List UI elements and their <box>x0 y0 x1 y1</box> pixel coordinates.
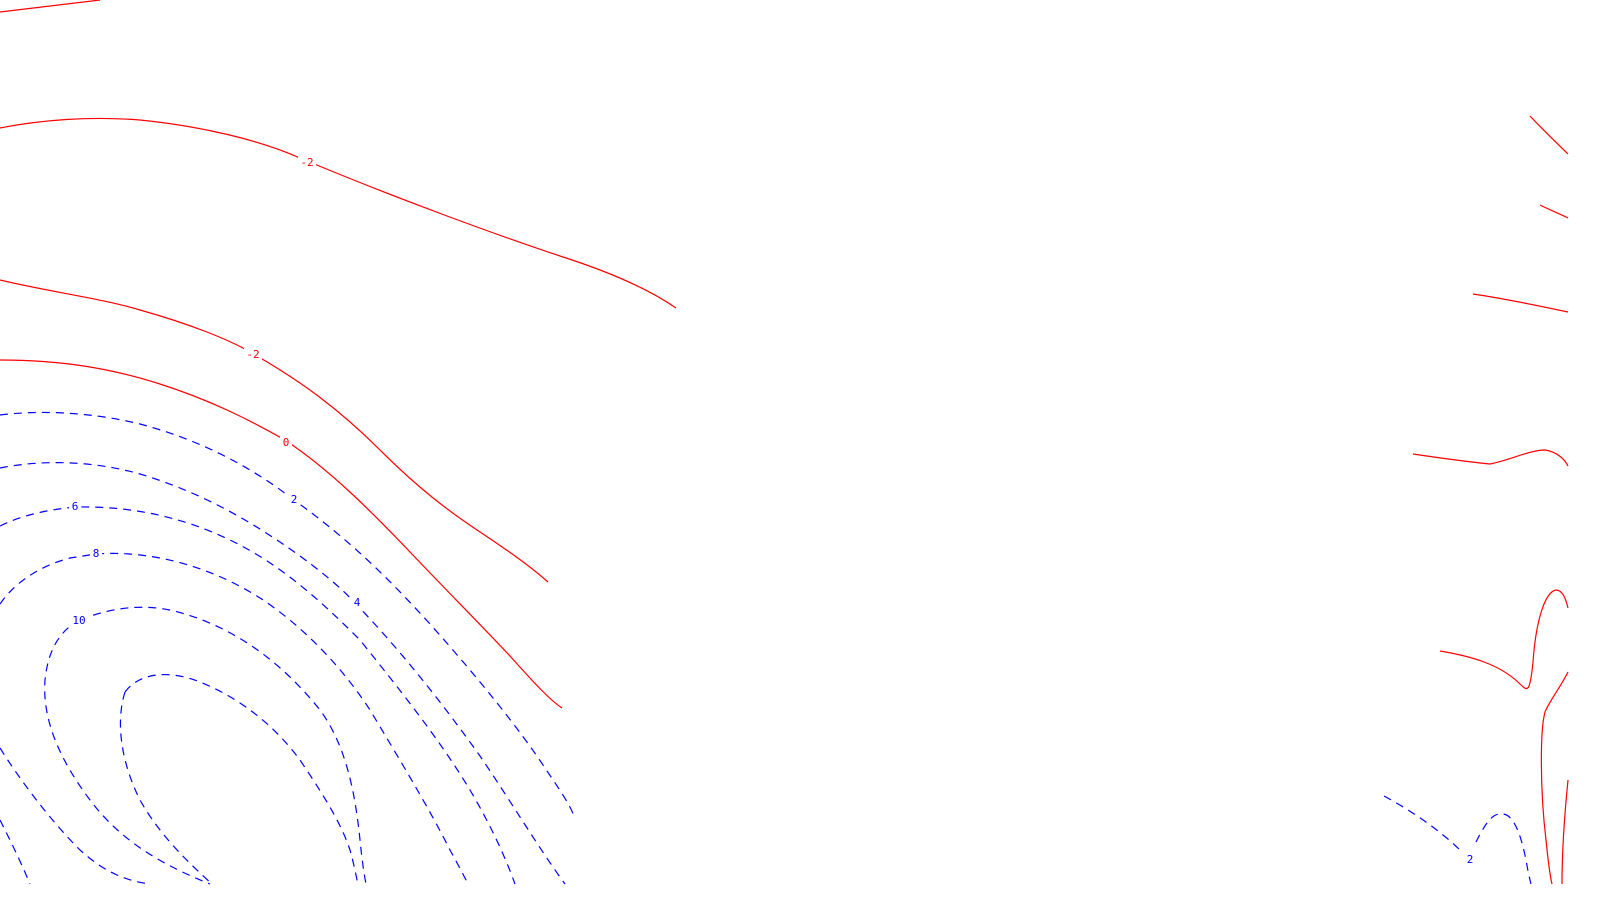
contour-line-right-zero <box>1412 449 1569 467</box>
contour-line-right-spike <box>1439 589 1569 885</box>
contour-line-pos-12 <box>119 673 359 885</box>
contour-line-pos-edge-b <box>0 819 31 885</box>
contour-label-text: 2 <box>1467 853 1474 866</box>
contour-line-right-neg-c <box>1472 293 1569 313</box>
contour-line-neg-top-left <box>0 0 101 13</box>
contour-label-text: 2 <box>291 493 298 506</box>
contour-label-pos-10: 10 <box>70 613 88 627</box>
contour-line-pos-4 <box>0 462 566 885</box>
contour-label-pos-2: 2 <box>288 493 300 507</box>
contour-label-text: -2 <box>246 348 259 361</box>
contour-label-text: 0 <box>283 436 290 449</box>
contour-label-text: -2 <box>300 156 313 169</box>
contour-line-zero <box>0 359 563 709</box>
contour-label-pos-6: 6 <box>69 500 81 514</box>
contour-label-text: 10 <box>72 614 85 627</box>
contour-label-text: 8 <box>93 547 100 560</box>
contour-line-pos-10 <box>44 606 367 885</box>
contour-label-text: 6 <box>72 500 79 513</box>
contour-label-right-pos-2: 2 <box>1464 853 1476 867</box>
contour-line-right-pos-2 <box>1383 795 1532 885</box>
contour-label-neg-2-upper: -2 <box>298 155 316 169</box>
contour-label-pos-8: 8 <box>90 547 102 561</box>
contour-label-zero: 0 <box>280 435 292 449</box>
contour-label-pos-4: 4 <box>351 596 363 610</box>
contour-line-neg-2-upper <box>0 117 677 309</box>
contour-line-neg-2-lower <box>0 279 549 583</box>
contour-line-right-neg-b <box>1539 204 1569 219</box>
contour-line-pos-8 <box>0 552 469 885</box>
contour-label-neg-2-lower: -2 <box>244 348 262 362</box>
contour-line-right-neg-a <box>1529 115 1569 155</box>
contour-label-text: 4 <box>354 596 361 609</box>
contour-line-pos-edge-a <box>0 747 151 885</box>
contour-line-pos-2 <box>0 411 575 817</box>
